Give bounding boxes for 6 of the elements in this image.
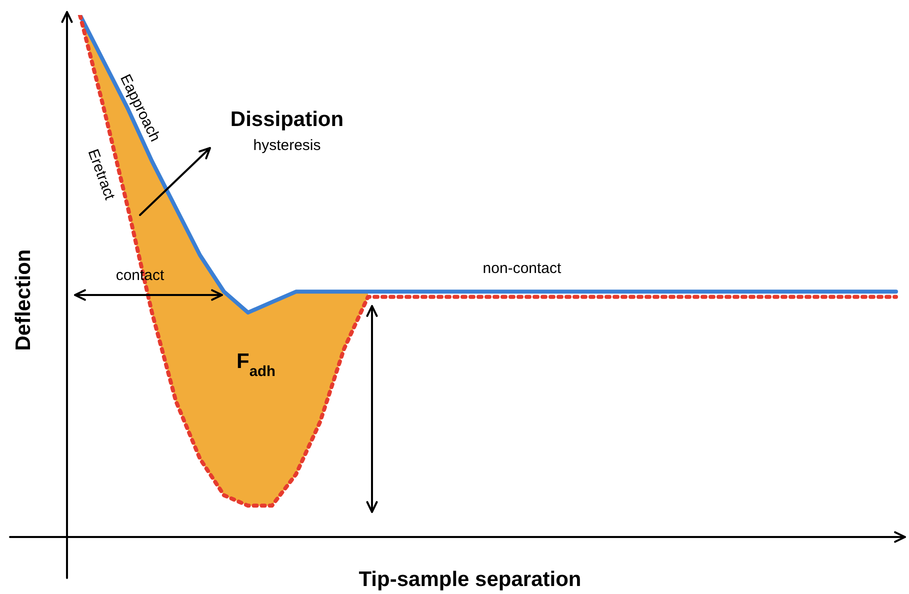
annotation: Dissipation — [230, 108, 344, 131]
x-axis-title: Tip-sample separation — [358, 568, 582, 591]
annotation: F$_{adh}$ — [236, 350, 276, 380]
annotation: non-contact — [482, 260, 562, 277]
y-axis-title: Deflection — [12, 249, 35, 351]
annotation: hysteresis — [253, 137, 321, 154]
